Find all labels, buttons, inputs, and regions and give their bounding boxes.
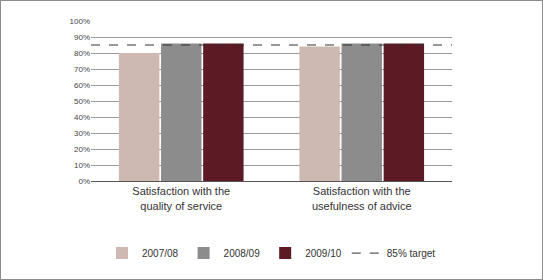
svg-text:80%: 80% [74,49,90,58]
svg-text:Satisfaction with thequality o: Satisfaction with thequality of service [132,185,230,211]
svg-text:60%: 60% [74,81,90,90]
svg-text:100%: 100% [70,17,90,26]
svg-text:70%: 70% [74,65,90,74]
svg-text:30%: 30% [74,129,90,138]
svg-text:2007/08: 2007/08 [142,248,179,259]
svg-text:90%: 90% [74,33,90,42]
svg-text:85% target: 85% target [387,248,436,259]
svg-text:2009/10: 2009/10 [305,248,342,259]
svg-text:2008/09: 2008/09 [224,248,261,259]
svg-text:40%: 40% [74,113,90,122]
svg-text:50%: 50% [74,97,90,106]
svg-text:10%: 10% [74,161,90,170]
svg-text:Satisfaction with theusefulnes: Satisfaction with theusefulness of advic… [312,185,412,211]
svg-text:0%: 0% [78,177,90,186]
svg-text:20%: 20% [74,145,90,154]
